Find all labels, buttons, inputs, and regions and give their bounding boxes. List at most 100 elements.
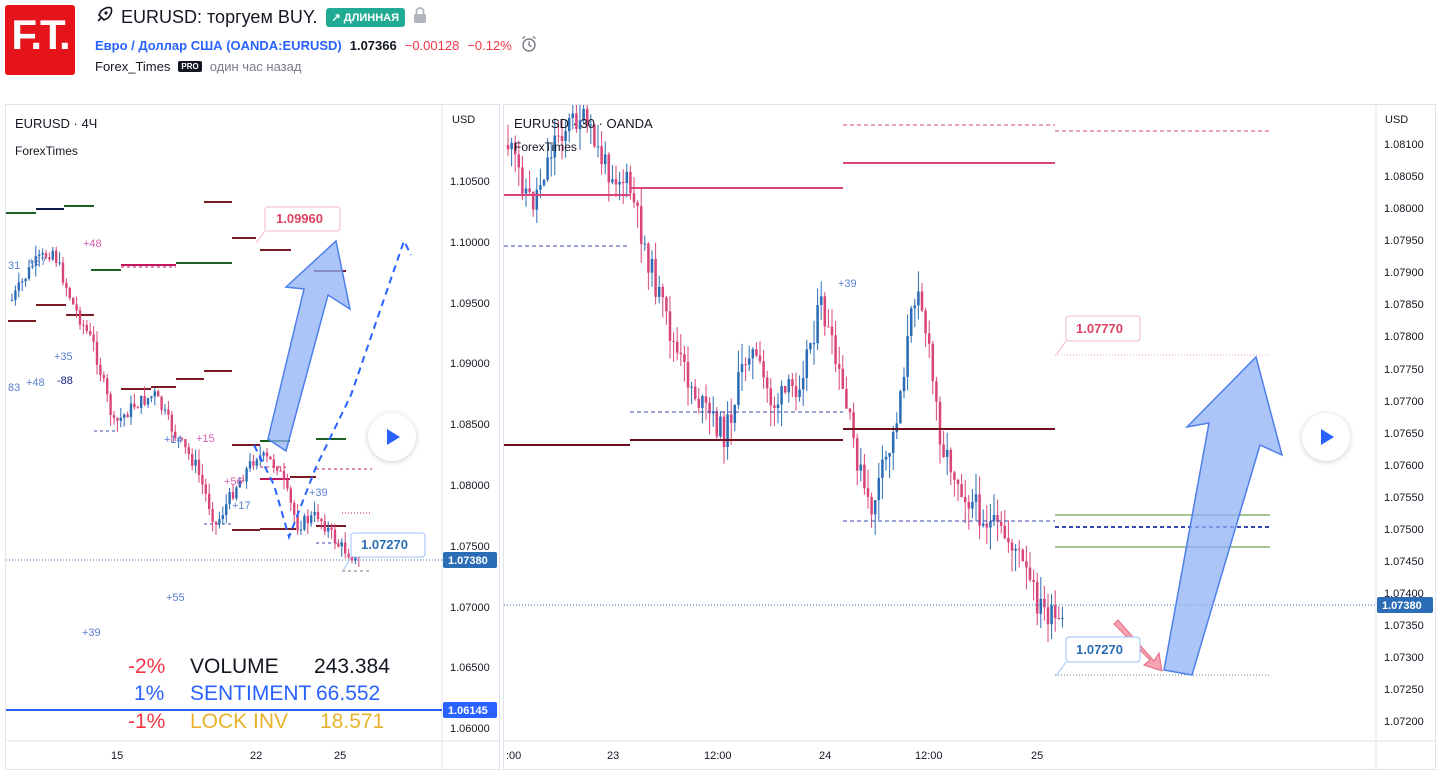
candle-body: [643, 243, 647, 245]
left-chart-canvas[interactable]: EURUSD · 4Ч ForexTimes USD 1.10500 1.100…: [6, 105, 499, 769]
candle-body: [704, 396, 708, 403]
candle-body: [129, 403, 133, 418]
candle-body: [668, 311, 672, 341]
annotation: +39: [309, 487, 328, 499]
candle-body: [1046, 607, 1050, 625]
brand-logo[interactable]: F.T.: [5, 5, 75, 75]
candle-body: [276, 466, 279, 471]
candle-body: [133, 403, 136, 408]
candle-body: [214, 521, 218, 525]
candle-body: [528, 188, 531, 192]
left-candles: [10, 245, 360, 567]
candle-body: [89, 330, 92, 335]
candle-body: [711, 411, 715, 414]
candle-body: [157, 391, 160, 397]
y-tick: 1.07200: [1384, 716, 1424, 728]
candle-body: [68, 288, 71, 298]
candle-body: [607, 154, 611, 183]
candle-body: [48, 257, 51, 260]
x-tick: 25: [334, 750, 346, 762]
candle-body: [303, 515, 306, 530]
candle-body: [61, 262, 65, 283]
y-tick: 1.08500: [450, 419, 490, 431]
candle-body: [722, 416, 726, 447]
candle-body: [989, 521, 992, 528]
candle-body: [143, 395, 146, 405]
candle-body: [780, 385, 783, 405]
candle-body: [845, 388, 848, 409]
right-chart-canvas[interactable]: EURUSD · 30 · OANDA ForexTimes USD 1.081…: [504, 105, 1435, 769]
pro-badge: PRO: [178, 61, 202, 72]
left-y-axis: 1.10500 1.10000 1.09500 1.09000 1.08500 …: [450, 176, 490, 735]
candle-body: [31, 265, 34, 268]
candle-body: [289, 488, 292, 503]
candle-body: [350, 557, 354, 561]
y-tick: 1.07650: [1384, 428, 1424, 440]
candle-body: [938, 401, 942, 445]
annotation: +17: [232, 500, 251, 512]
candle-body: [672, 340, 675, 342]
candle-body: [170, 414, 173, 432]
left-chart-panel[interactable]: EURUSD · 4Ч ForexTimes USD 1.10500 1.100…: [5, 104, 500, 770]
y-tick: 1.07250: [1384, 684, 1424, 696]
candle-body: [931, 343, 935, 382]
candle-body: [726, 414, 729, 447]
candle-body: [506, 145, 510, 150]
candle-body: [296, 514, 299, 531]
candle-body: [960, 484, 963, 498]
author-name[interactable]: Forex_Times: [95, 59, 171, 74]
candle-body: [841, 368, 845, 389]
candle-body: [891, 432, 895, 454]
candle-body: [650, 258, 654, 273]
candle-body: [299, 529, 303, 531]
candle-body: [827, 326, 830, 328]
candle-body: [14, 290, 17, 300]
annotation: +37: [28, 256, 47, 268]
candle-body: [160, 396, 163, 411]
left-stats: -2% VOLUME 243.384 1% SENTIMENT 66.552 -…: [128, 655, 390, 733]
candle-body: [218, 519, 221, 525]
candle-body: [38, 254, 41, 257]
candle-body: [999, 521, 1003, 526]
symbol-link[interactable]: Евро / Доллар США (OANDA:EURUSD): [95, 38, 342, 53]
candle-body: [313, 511, 316, 516]
candle-body: [765, 377, 769, 389]
right-chart-panel[interactable]: EURUSD · 30 · OANDA ForexTimes USD 1.081…: [503, 104, 1436, 770]
right-candles: [506, 105, 1064, 643]
candle-body: [906, 335, 909, 377]
annotation: 83: [8, 382, 20, 394]
right-x-axis: :00 23 12:00 24 12:00 25: [506, 750, 1043, 762]
candle-body: [837, 364, 841, 369]
left-annotations: +48 +37 31 +35 83 +48 -88 +14 +15 +56 +1…: [8, 238, 328, 639]
y-tick: 1.08000: [450, 480, 490, 492]
candle-body: [119, 417, 122, 421]
candle-body: [51, 250, 54, 260]
annotation: +56: [224, 476, 243, 488]
symbol-code[interactable]: (OANDA:EURUSD): [226, 38, 342, 53]
candle-body: [316, 511, 320, 520]
x-tick: 24: [819, 750, 831, 762]
candle-body: [347, 553, 350, 558]
x-tick: 12:00: [704, 750, 732, 762]
candle-body: [755, 349, 758, 356]
annotation: -88: [57, 375, 73, 387]
candle-body: [75, 304, 78, 311]
left-play-button[interactable]: [368, 413, 416, 461]
alarm-clock-icon[interactable]: [520, 35, 538, 56]
left-projection-path: [253, 238, 412, 541]
right-stop-text: 1.07270: [1076, 642, 1123, 657]
candle-body: [942, 444, 945, 457]
right-play-button[interactable]: [1302, 413, 1350, 461]
candle-body: [340, 542, 343, 547]
candle-body: [262, 452, 265, 456]
right-annotation: +39: [838, 278, 857, 290]
candle-body: [146, 398, 150, 405]
candle-body: [737, 372, 740, 405]
candle-body: [116, 418, 119, 421]
candle-body: [863, 464, 866, 489]
candle-body: [228, 492, 231, 505]
candle-body: [41, 253, 44, 255]
candle-body: [65, 282, 68, 289]
candle-body: [1028, 567, 1032, 580]
symbol-name[interactable]: Евро / Доллар США: [95, 38, 223, 53]
